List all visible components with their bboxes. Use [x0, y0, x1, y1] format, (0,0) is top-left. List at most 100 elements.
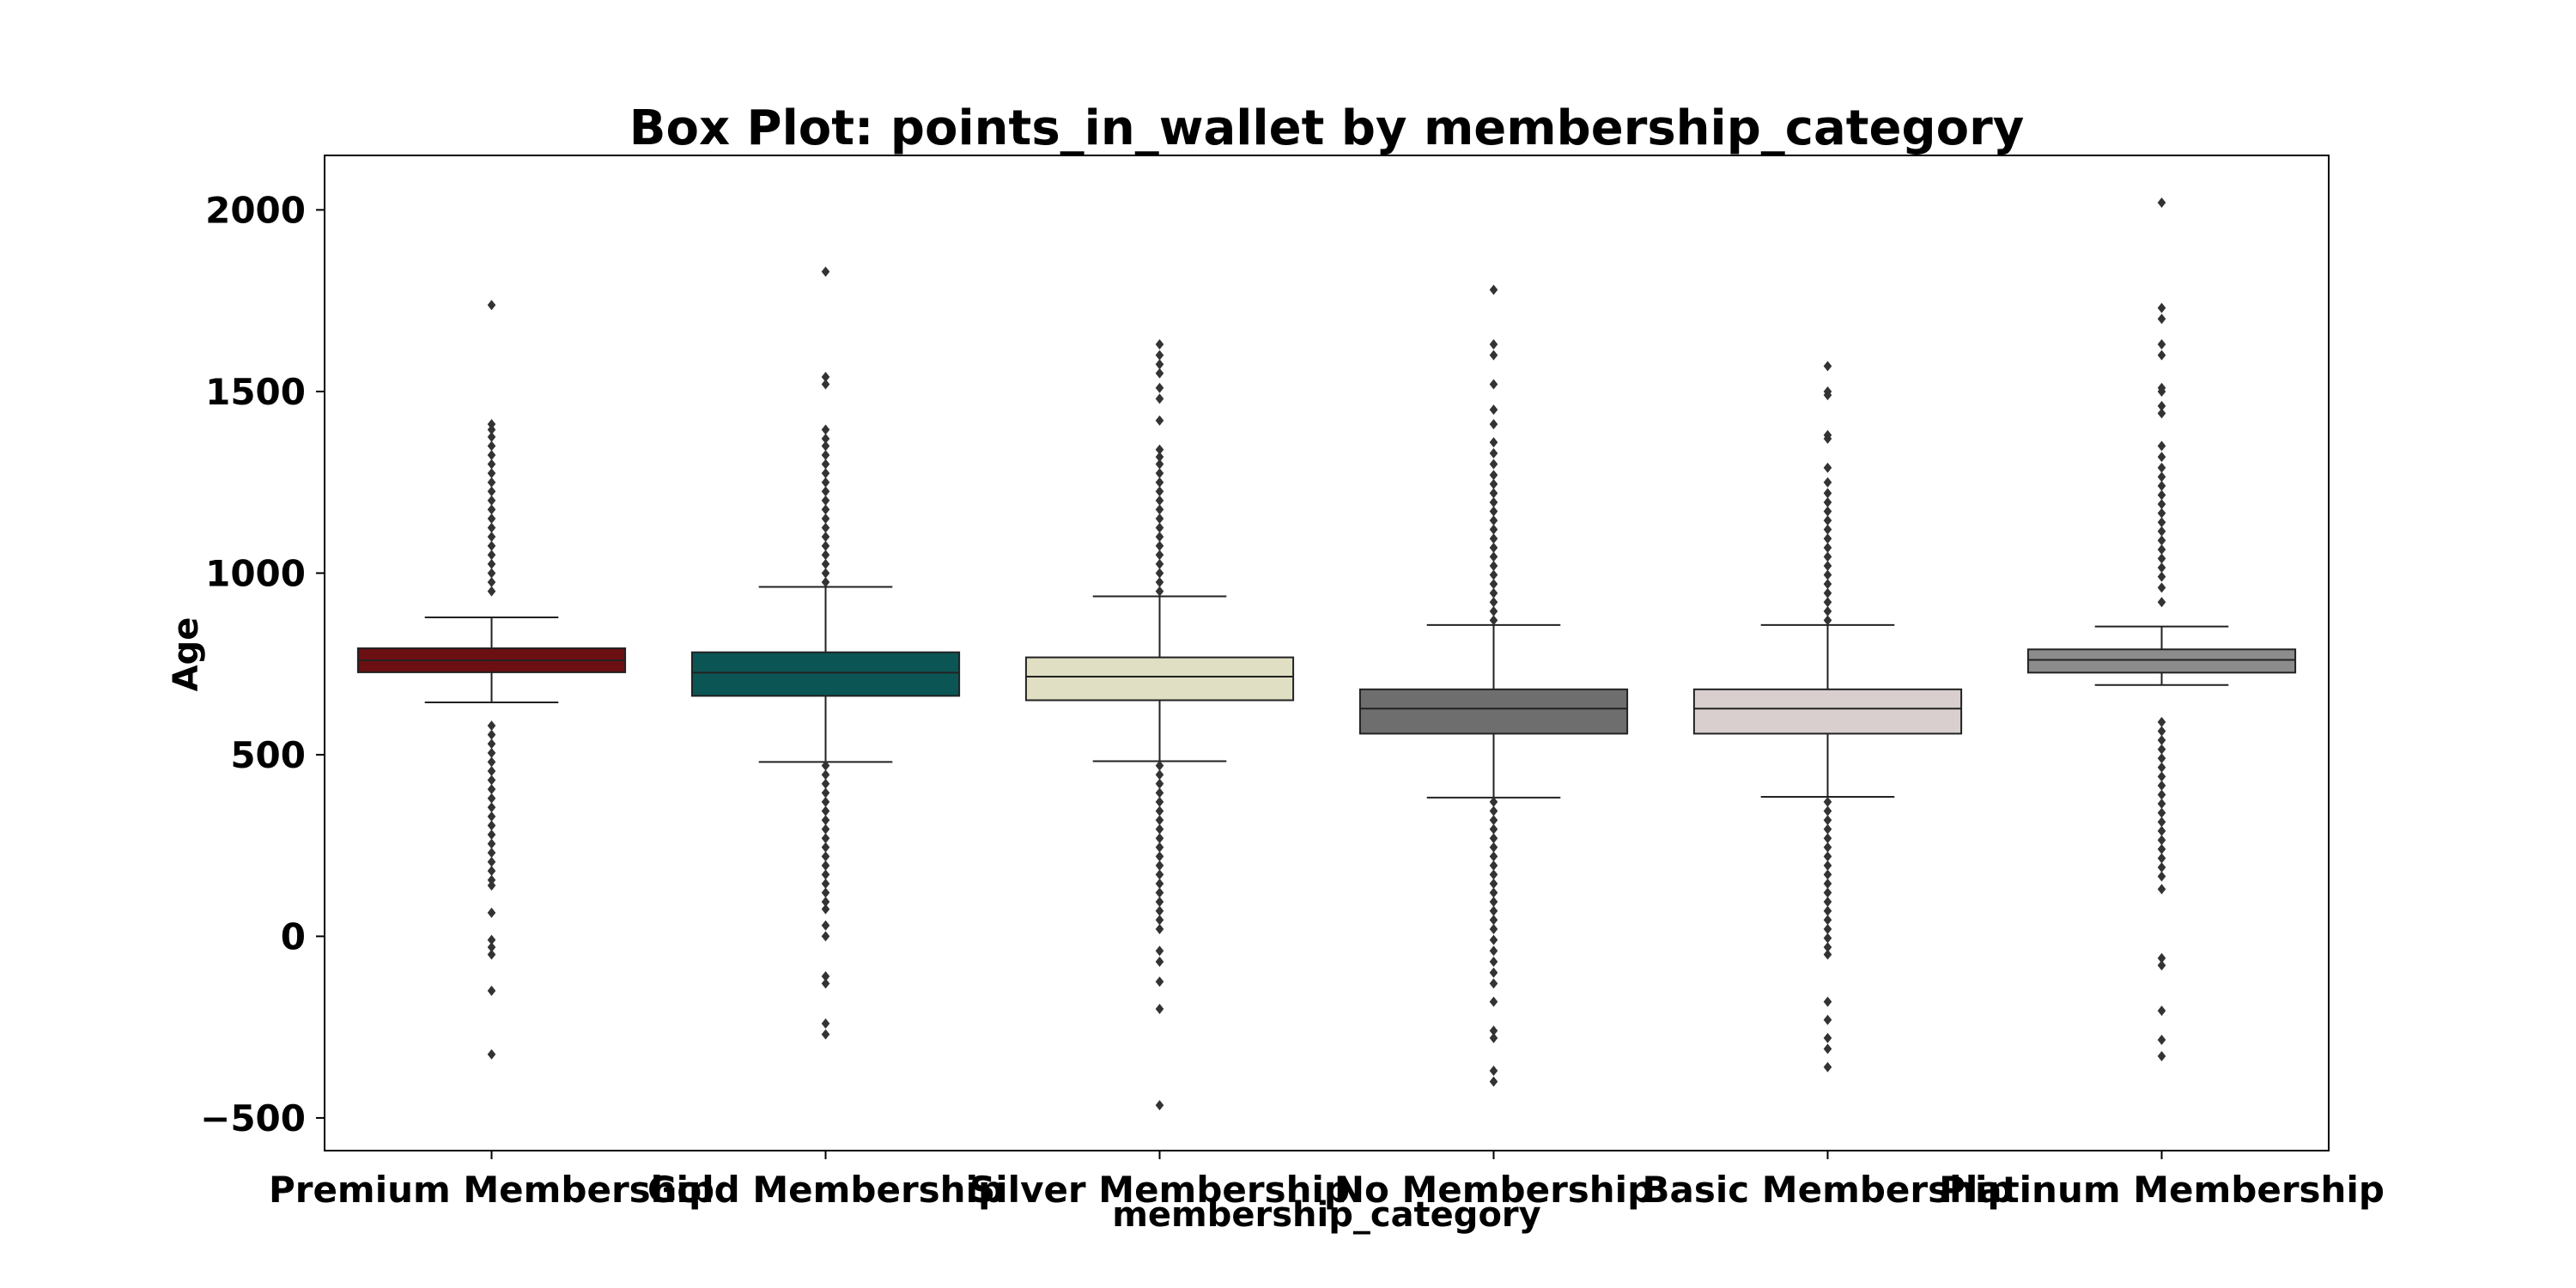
outlier-point: [1489, 524, 1498, 535]
outlier-point: [2157, 1005, 2166, 1017]
outlier-point: [821, 568, 830, 579]
outlier-point: [821, 970, 830, 981]
outlier-point: [821, 577, 830, 588]
outlier-point: [821, 931, 830, 942]
outlier-point: [1823, 905, 1832, 916]
x-axis-label: membership_category: [1112, 1195, 1540, 1235]
outlier-point: [1155, 468, 1164, 479]
outlier-point: [487, 440, 496, 452]
outlier-point: [487, 866, 496, 877]
outlier-point: [2157, 562, 2166, 574]
outlier-point: [2157, 960, 2166, 971]
box-group: [1024, 338, 1295, 1111]
outlier-point: [1155, 896, 1164, 908]
outlier-point: [1823, 878, 1832, 890]
outlier-point: [1823, 615, 1832, 626]
box-group: [1692, 361, 1963, 1072]
outlier-point: [2157, 480, 2166, 491]
outlier-point: [1823, 996, 1832, 1007]
outlier-point: [1155, 532, 1164, 543]
outlier-point: [1823, 815, 1832, 826]
outlier-point: [1823, 949, 1832, 960]
outlier-point: [821, 424, 830, 435]
box-iqr: [690, 651, 961, 697]
outlier-point: [1823, 805, 1832, 817]
outlier-point: [487, 949, 496, 960]
outlier-point: [1489, 419, 1498, 430]
box-iqr: [2026, 648, 2297, 674]
outlier-point: [1489, 579, 1498, 590]
outlier-point: [1489, 488, 1498, 499]
outlier-point: [1489, 437, 1498, 448]
outlier-point: [1823, 823, 1832, 835]
outlier-point: [1489, 349, 1498, 361]
outlier-point: [487, 522, 496, 533]
outlier-point: [2157, 835, 2166, 846]
outlier-point: [2157, 780, 2166, 791]
outlier-point: [487, 419, 496, 430]
y-tick-label: −500: [200, 1097, 306, 1139]
outlier-point: [1823, 833, 1832, 844]
outlier-point: [487, 424, 496, 435]
outlier-point: [1823, 515, 1832, 526]
outlier-point: [821, 532, 830, 543]
outlier-point: [1489, 1025, 1498, 1036]
y-axis-label: Age: [167, 617, 206, 692]
outlier-point: [487, 942, 496, 953]
outlier-point: [1823, 524, 1832, 535]
outlier-point: [2157, 735, 2166, 746]
outlier-point: [1155, 368, 1164, 379]
outlier-point: [1155, 841, 1164, 853]
outlier-point: [1823, 477, 1832, 488]
outlier-point: [1155, 760, 1164, 771]
outlier-point: [821, 778, 830, 789]
outlier-point: [1155, 787, 1164, 799]
outlier-point: [2157, 499, 2166, 510]
outlier-point: [487, 486, 496, 497]
outlier-point: [1489, 1032, 1498, 1043]
x-tick-label: Basic Membership: [1643, 1169, 2014, 1211]
y-tick-label: 1500: [205, 371, 306, 413]
outlier-point: [487, 495, 496, 506]
outlier-point: [2157, 408, 2166, 419]
outlier-point: [821, 513, 830, 524]
outlier-point: [1155, 393, 1164, 404]
outlier-point: [487, 449, 496, 460]
outlier-point: [1489, 967, 1498, 978]
outlier-point: [487, 793, 496, 804]
outlier-point: [1155, 486, 1164, 497]
outlier-point: [487, 513, 496, 524]
outlier-point: [821, 869, 830, 880]
outlier-point: [821, 978, 830, 989]
outlier-point: [1489, 447, 1498, 459]
outlier-point: [1823, 496, 1832, 507]
outlier-point: [821, 504, 830, 515]
outlier-point: [1155, 382, 1164, 393]
outlier-point: [1489, 551, 1498, 562]
outlier-point: [1489, 957, 1498, 968]
box-iqr: [1024, 656, 1295, 702]
outlier-point: [1489, 597, 1498, 608]
outlier-point: [1489, 533, 1498, 544]
x-tick-label: No Membership: [1334, 1169, 1653, 1211]
outlier-point: [1155, 823, 1164, 835]
outlier-point: [1155, 558, 1164, 569]
y-tick-label: 0: [281, 915, 306, 957]
outlier-point: [1489, 506, 1498, 517]
outlier-point: [1155, 860, 1164, 871]
outlier-point: [2157, 471, 2166, 483]
box-group: [1358, 284, 1629, 1087]
outlier-point: [1155, 568, 1164, 579]
outlier-point: [487, 985, 496, 996]
outlier-point: [821, 815, 830, 826]
outlier-point: [821, 1018, 830, 1029]
outlier-point: [2157, 853, 2166, 864]
outlier-point: [1155, 444, 1164, 455]
outlier-point: [1489, 823, 1498, 835]
outlier-point: [1823, 1014, 1832, 1025]
outlier-point: [487, 459, 496, 470]
outlier-point: [821, 769, 830, 781]
outlier-point: [2157, 440, 2166, 452]
outlier-point: [821, 851, 830, 862]
